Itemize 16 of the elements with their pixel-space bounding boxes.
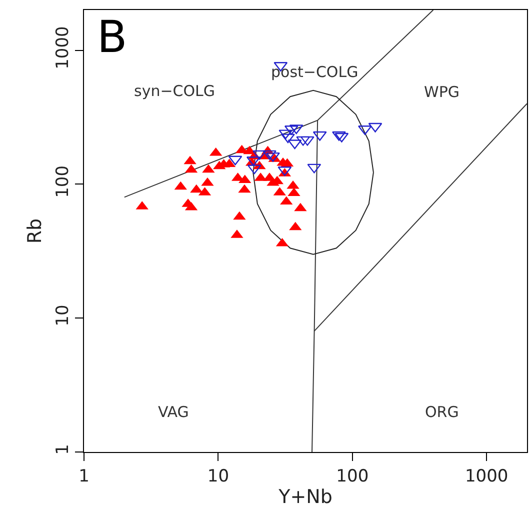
x-tick-label: 10: [207, 466, 230, 486]
x-tick-label: 1000: [464, 466, 508, 486]
y-axis-title: Rb: [24, 218, 46, 244]
x-axis-title: Y+Nb: [278, 486, 332, 508]
annotation: syn−COLG: [134, 82, 216, 100]
x-tick-label: 100: [336, 466, 369, 486]
y-tick-label: 1000: [53, 26, 74, 70]
annotation: WPG: [424, 83, 460, 101]
x-tick-label: 1: [78, 466, 90, 486]
annotation: VAG: [158, 403, 189, 421]
y-tick-label: 10: [53, 304, 74, 326]
annotation: B: [97, 12, 128, 63]
y-tick-label: 1: [53, 444, 74, 455]
annotation: ORG: [425, 403, 459, 421]
annotation: post−COLG: [271, 63, 358, 81]
y-tick-label: 100: [53, 165, 74, 198]
